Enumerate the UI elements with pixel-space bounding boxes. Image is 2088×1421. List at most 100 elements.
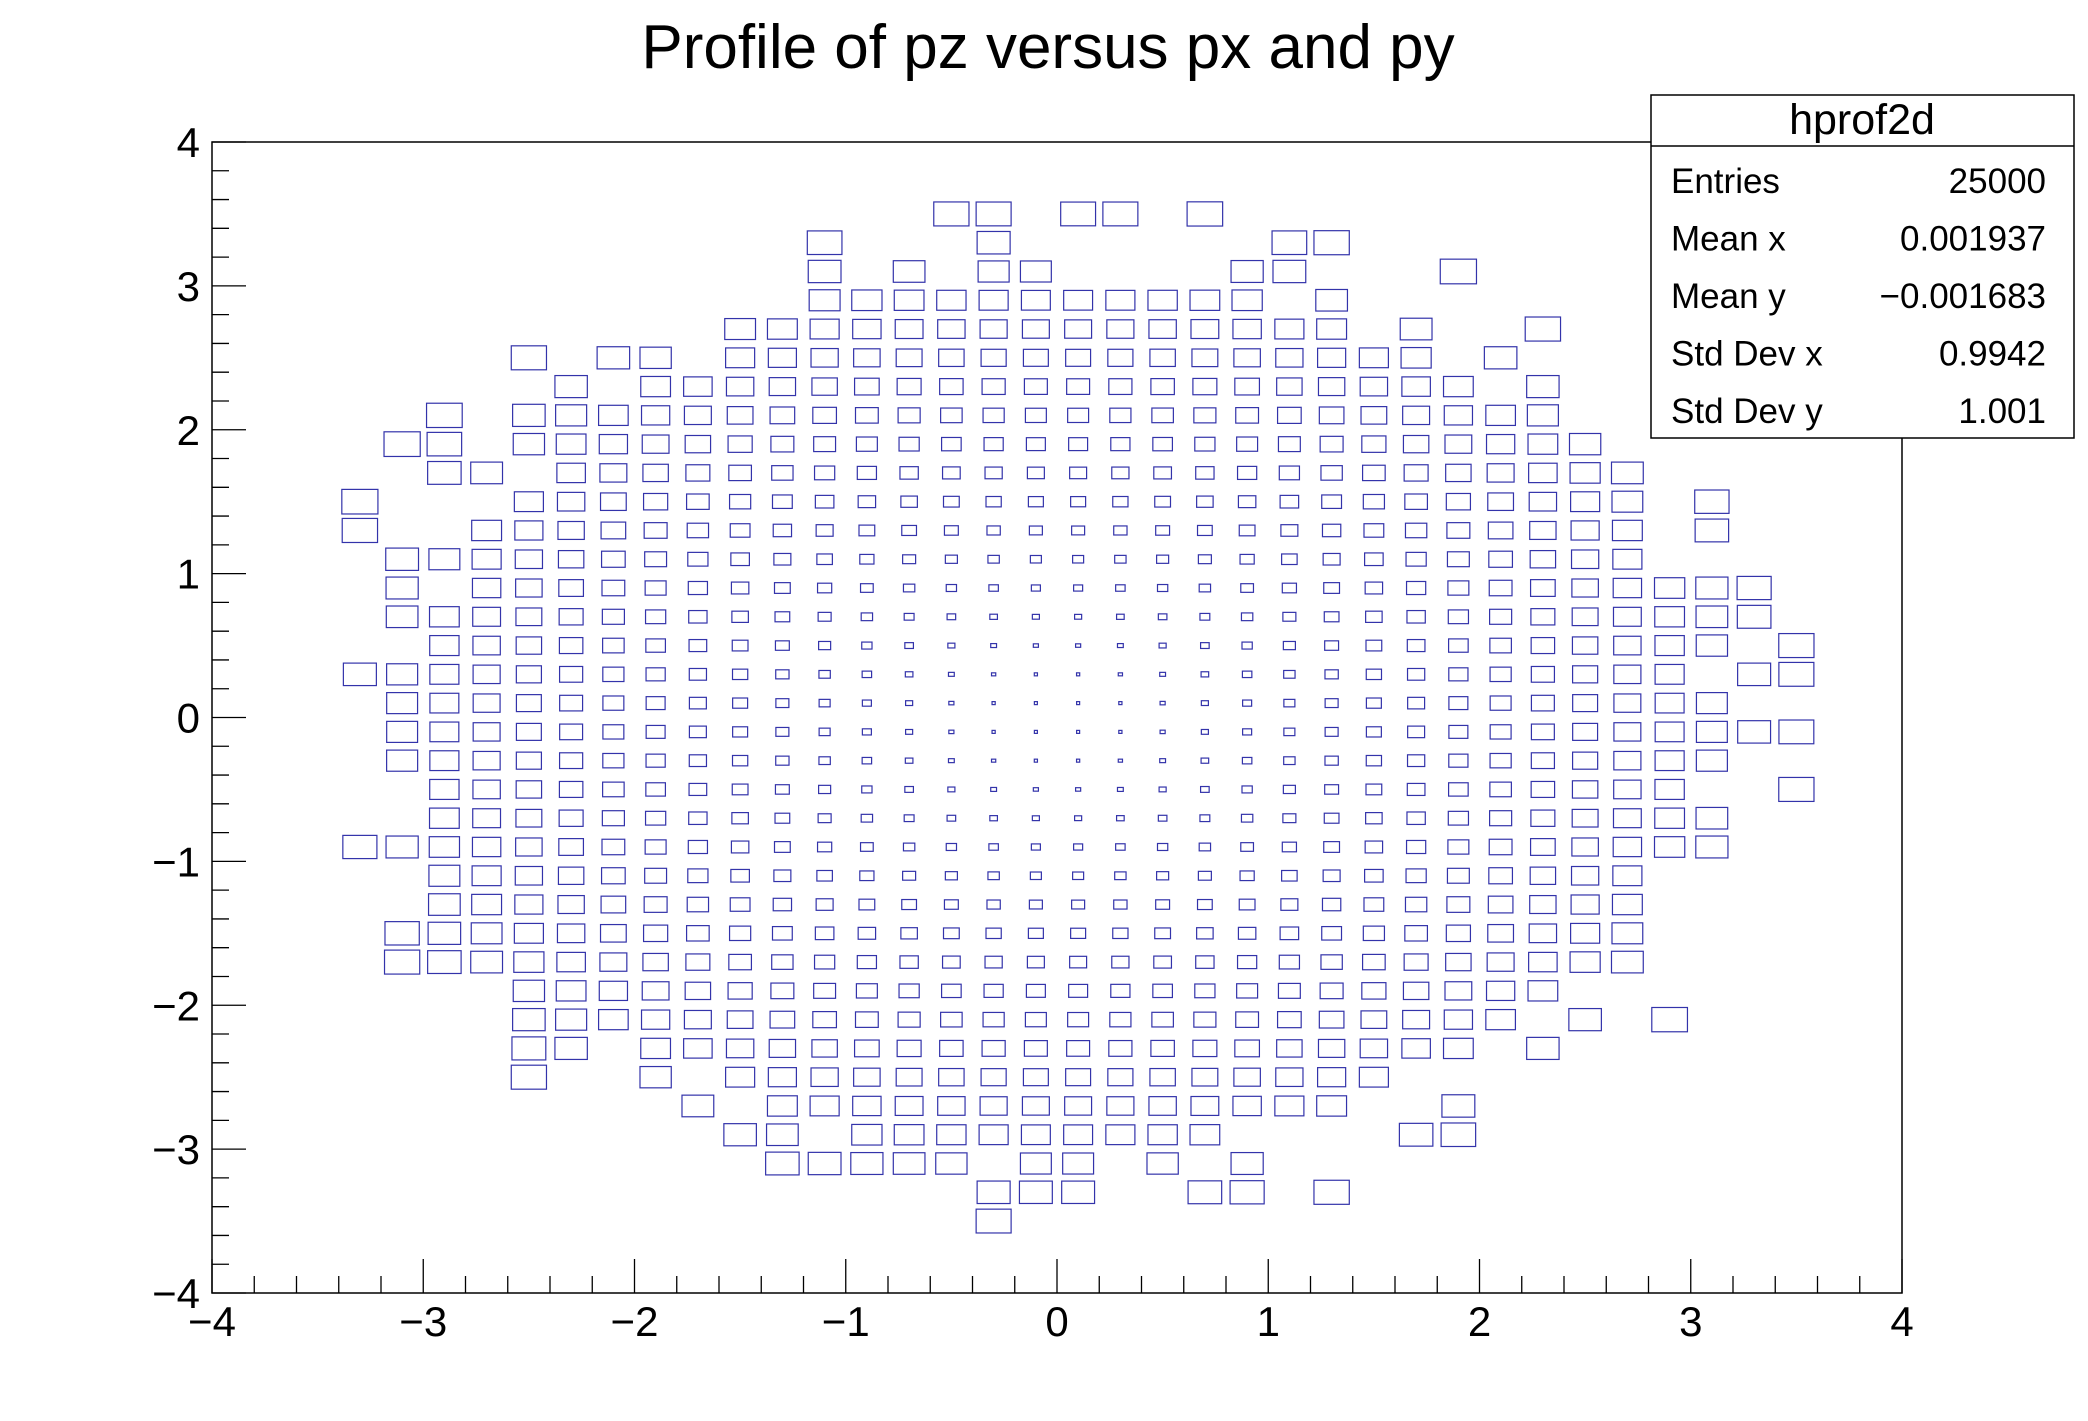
- data-box: [1023, 1040, 1048, 1057]
- data-box: [1613, 664, 1642, 685]
- data-box: [1487, 895, 1514, 914]
- data-box: [1365, 639, 1383, 652]
- data-box: [730, 581, 750, 595]
- data-box: [513, 922, 544, 944]
- y-tick-label: −4: [152, 1270, 200, 1317]
- data-box: [1359, 376, 1389, 397]
- data-box: [1276, 377, 1303, 396]
- data-box: [1447, 609, 1470, 625]
- data-box: [902, 554, 917, 565]
- data-box: [1150, 378, 1175, 396]
- data-box: [898, 436, 920, 452]
- data-box: [1067, 407, 1090, 424]
- data-box: [1695, 720, 1728, 744]
- data-box: [1033, 701, 1038, 706]
- data-box: [1489, 666, 1512, 683]
- data-box: [1364, 840, 1384, 854]
- data-box: [1106, 319, 1135, 339]
- data-box: [602, 724, 625, 740]
- data-box: [990, 786, 998, 793]
- data-box: [1194, 983, 1216, 999]
- data-box: [1529, 894, 1557, 915]
- data-box: [1071, 899, 1086, 910]
- data-box: [855, 436, 878, 452]
- data-box: [1240, 583, 1255, 593]
- data-box: [731, 811, 749, 825]
- data-box: [1654, 807, 1686, 829]
- data-box: [731, 754, 749, 767]
- data-box: [602, 781, 625, 798]
- data-box: [1279, 494, 1300, 509]
- data-box: [767, 347, 798, 368]
- data-box: [768, 377, 797, 397]
- data-box: [859, 583, 874, 593]
- data-box: [1115, 584, 1126, 592]
- data-box: [1021, 1096, 1050, 1116]
- data-box: [859, 870, 875, 882]
- data-box: [903, 612, 915, 621]
- data-box: [989, 613, 999, 620]
- data-box: [809, 318, 840, 340]
- data-box: [1238, 898, 1256, 911]
- data-box: [1570, 549, 1600, 570]
- data-box: [597, 1008, 629, 1031]
- data-box: [1528, 923, 1558, 944]
- data-box: [471, 519, 503, 542]
- data-box: [512, 1007, 546, 1032]
- data-box: [1147, 1124, 1178, 1146]
- data-box: [933, 201, 970, 227]
- data-box: [976, 1180, 1011, 1205]
- data-box: [947, 671, 955, 677]
- data-box: [1116, 642, 1124, 649]
- data-box: [1568, 432, 1602, 456]
- data-box: [861, 670, 873, 679]
- data-box: [1364, 868, 1384, 883]
- data-box: [1063, 289, 1094, 311]
- data-box: [425, 402, 463, 429]
- data-box: [1235, 407, 1260, 424]
- data-box: [600, 867, 626, 885]
- data-box: [1110, 437, 1131, 452]
- data-box: [854, 1011, 879, 1028]
- data-box: [898, 983, 920, 999]
- data-box: [558, 752, 584, 770]
- data-box: [515, 665, 543, 684]
- data-box: [1074, 787, 1082, 792]
- data-box: [1018, 1180, 1053, 1205]
- chart-title: Profile of pz versus px and py: [641, 13, 1454, 82]
- data-box: [983, 983, 1004, 998]
- data-box: [725, 376, 755, 397]
- data-box: [1489, 781, 1512, 798]
- data-box: [1405, 580, 1427, 596]
- data-box: [1196, 495, 1214, 508]
- data-box: [1147, 289, 1178, 311]
- data-box: [1028, 525, 1043, 536]
- data-box: [384, 921, 420, 946]
- data-box: [1489, 637, 1512, 654]
- data-box: [1485, 433, 1516, 455]
- data-box: [905, 728, 914, 735]
- data-box: [903, 814, 915, 823]
- data-box: [770, 435, 795, 453]
- data-box: [1186, 201, 1224, 227]
- data-box: [988, 843, 999, 851]
- data-box: [557, 866, 585, 886]
- data-box: [1283, 727, 1296, 737]
- data-box: [386, 691, 419, 715]
- data-box: [554, 1036, 588, 1061]
- data-box: [386, 749, 419, 772]
- data-box: [1654, 778, 1685, 801]
- data-box: [940, 983, 962, 999]
- data-box: [1654, 606, 1686, 628]
- data-box: [1282, 813, 1297, 824]
- data-box: [341, 488, 379, 515]
- data-box: [731, 639, 749, 652]
- data-box: [859, 553, 875, 565]
- data-box: [1365, 697, 1382, 709]
- data-box: [853, 348, 881, 368]
- data-box: [1281, 841, 1298, 853]
- data-box: [602, 637, 625, 654]
- data-box: [1283, 756, 1296, 766]
- data-box: [1324, 784, 1340, 795]
- data-box: [385, 605, 419, 629]
